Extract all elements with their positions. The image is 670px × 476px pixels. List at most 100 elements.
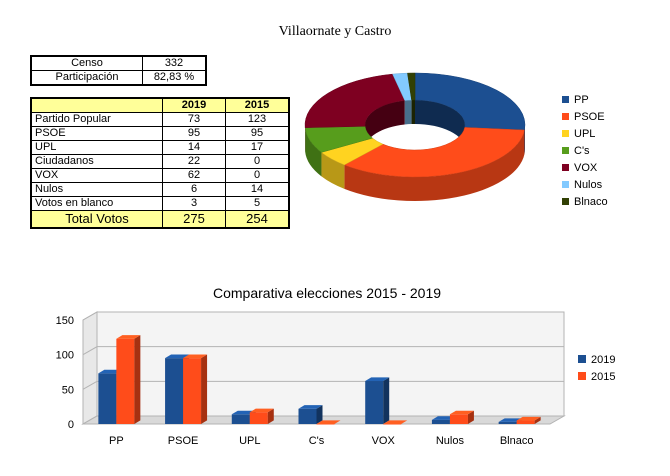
bar-side bbox=[134, 335, 141, 424]
bar-2015-upl bbox=[249, 408, 274, 424]
bar-front bbox=[383, 424, 402, 425]
table-row: Participación 82,83 % bbox=[30, 70, 207, 86]
table-row: UPL 14 17 bbox=[30, 140, 290, 155]
page-title: Villaornate y Castro bbox=[278, 24, 392, 39]
legend-swatch bbox=[562, 113, 569, 120]
y-tick-label: 100 bbox=[56, 350, 74, 362]
votes-2015: 0 bbox=[225, 154, 290, 169]
x-tick-label: VOX bbox=[372, 435, 396, 447]
total-2019: 275 bbox=[162, 210, 226, 229]
table-row: Censo 332 bbox=[30, 55, 207, 71]
bar-front bbox=[298, 408, 317, 424]
legend-swatch bbox=[578, 372, 586, 380]
x-tick-label: UPL bbox=[239, 435, 260, 447]
bar-side bbox=[201, 354, 208, 424]
donut-legend: PP PSOE UPL C's VOX Nulos Blnaco bbox=[562, 94, 608, 208]
donut-outer-wall bbox=[344, 130, 525, 201]
bar-top bbox=[298, 405, 323, 409]
legend-swatch bbox=[562, 164, 569, 171]
gridline bbox=[82, 311, 564, 321]
bar-2015-psoe bbox=[183, 354, 208, 424]
donut-slice-pp bbox=[414, 72, 526, 131]
bar-2015-vox bbox=[383, 420, 408, 425]
bar-front bbox=[449, 414, 468, 424]
bar-front bbox=[116, 338, 135, 424]
donut-inner-wall bbox=[404, 100, 412, 125]
bar-legend: 2019 2015 bbox=[578, 354, 615, 383]
legend-label: PP bbox=[574, 94, 589, 106]
legend-swatch bbox=[562, 130, 569, 137]
y-tick-label: 150 bbox=[56, 315, 74, 327]
bar-top bbox=[249, 408, 274, 413]
party-name: PSOE bbox=[30, 126, 163, 141]
bar-plot: Comparativa elecciones 2015 - 2019 0 50 100… bbox=[56, 285, 566, 447]
bar-top bbox=[116, 335, 141, 339]
bar-front bbox=[498, 421, 517, 424]
x-tick-label: C's bbox=[309, 435, 325, 447]
donut-outer-wall bbox=[524, 125, 525, 155]
y-tick-label: 50 bbox=[62, 384, 74, 396]
legend-swatch bbox=[562, 198, 569, 205]
legend-label: 2019 bbox=[591, 354, 615, 366]
participation-value: 82,83 % bbox=[142, 70, 207, 86]
bar-2015-nulos bbox=[449, 410, 474, 424]
donut-outer-wall bbox=[321, 152, 345, 189]
legend-label: UPL bbox=[574, 128, 595, 140]
votes-2019: 3 bbox=[162, 196, 226, 211]
bar-front bbox=[231, 414, 250, 424]
votes-2019: 22 bbox=[162, 154, 226, 169]
total-row: Total Votos 275 254 bbox=[30, 210, 290, 229]
legend-label: C's bbox=[574, 145, 590, 157]
legend-swatch bbox=[578, 355, 586, 363]
bar-side bbox=[316, 405, 323, 424]
donut-group bbox=[304, 72, 526, 201]
legend-swatch bbox=[562, 181, 569, 188]
party-name: Votos en blanco bbox=[30, 196, 163, 211]
bar-side bbox=[267, 408, 274, 424]
header-cell-empty bbox=[30, 97, 163, 113]
total-label: Total Votos bbox=[30, 210, 163, 229]
donut-inner-wall bbox=[415, 100, 465, 149]
table-header-row: 2019 2015 bbox=[30, 97, 290, 113]
table-row: Votos en blanco 3 5 bbox=[30, 196, 290, 211]
side-wall bbox=[82, 311, 98, 425]
donut-slice-psoe bbox=[343, 127, 525, 178]
legend-label: Blnaco bbox=[574, 196, 608, 208]
bar-top bbox=[449, 410, 474, 415]
bar-top bbox=[183, 354, 208, 359]
table-row: Ciudadanos 22 0 bbox=[30, 154, 290, 169]
bar-top bbox=[383, 420, 408, 424]
bar-front bbox=[98, 373, 117, 424]
bar-top bbox=[516, 416, 541, 421]
bar-2015-blnaco bbox=[516, 416, 541, 424]
bar-front bbox=[365, 381, 384, 424]
x-tick-label: Nulos bbox=[436, 435, 465, 447]
legend-swatch bbox=[562, 147, 569, 154]
bar-top bbox=[165, 354, 190, 359]
bar-top bbox=[316, 420, 341, 424]
votes-2015: 5 bbox=[225, 196, 290, 211]
x-tick-label: PSOE bbox=[168, 435, 199, 447]
votes-table: 2019 2015 Partido Popular 73 123 PSOE 95… bbox=[30, 97, 290, 229]
gridline bbox=[82, 380, 564, 390]
bar-front bbox=[183, 358, 202, 424]
donut-outer-wall bbox=[305, 127, 322, 177]
bar-front bbox=[249, 412, 268, 424]
bar-front bbox=[431, 419, 450, 424]
legend-label: 2015 bbox=[591, 371, 615, 383]
bar-front bbox=[516, 420, 535, 424]
x-tick-label: Blnaco bbox=[500, 435, 534, 447]
donut-inner-wall bbox=[365, 100, 405, 149]
bar-chart-title: Comparativa elecciones 2015 - 2019 bbox=[213, 285, 441, 301]
bar-side bbox=[383, 377, 390, 424]
gridline bbox=[82, 415, 564, 425]
bar-front bbox=[316, 424, 335, 425]
donut-slice-vox bbox=[304, 73, 406, 128]
x-tick-label: PP bbox=[109, 435, 124, 447]
votes-2015: 14 bbox=[225, 182, 290, 197]
bar-2019-cs bbox=[298, 405, 323, 424]
bar-front bbox=[165, 358, 184, 424]
bar-2015-pp bbox=[116, 335, 141, 424]
participation-label: Participación bbox=[30, 70, 143, 86]
